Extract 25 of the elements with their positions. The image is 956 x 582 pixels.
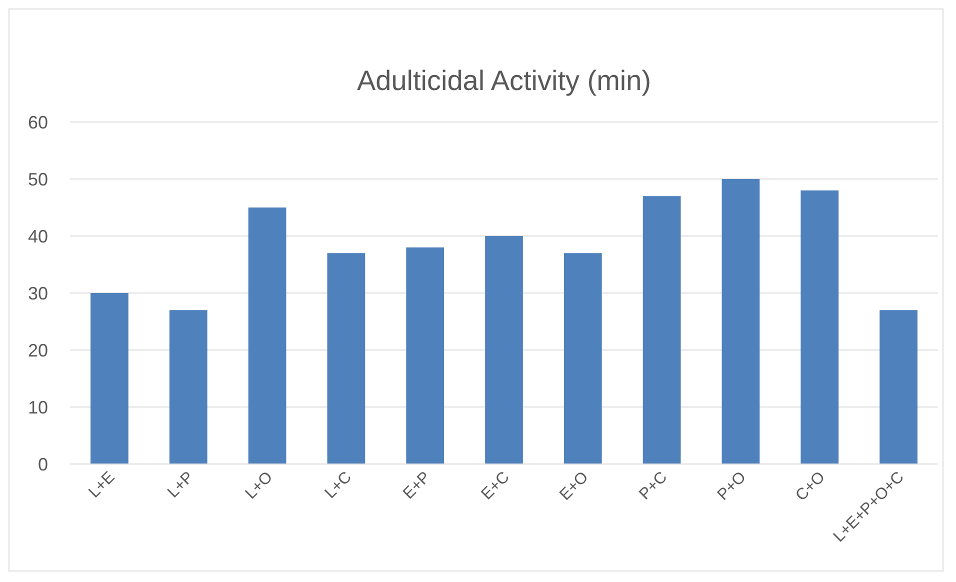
x-tick-label: L+P [164,468,198,502]
bar [406,247,444,464]
bar [880,310,918,464]
x-tick-label: E+P [400,468,434,503]
x-tick-label: C+O [792,468,828,504]
bar [90,293,128,464]
y-tick-label: 30 [28,283,48,304]
bar [642,196,681,464]
bar [248,208,286,464]
x-tick-label: L+C [322,468,356,502]
chart-title: Adulticidal Activity (min) [356,65,652,96]
y-tick-label: 40 [28,226,48,246]
y-tick-label: 0 [38,454,48,474]
x-tick-label: L+E [86,468,118,502]
bar [722,179,760,464]
bar [564,253,602,464]
bar [800,190,839,464]
bar [327,253,366,464]
y-tick-label: 60 [28,112,48,132]
bar [485,236,523,464]
y-tick-label: 10 [28,397,48,418]
x-tick-label: L+O [242,468,276,503]
y-tick-label: 50 [28,169,48,190]
y-tick-label: 20 [28,340,48,360]
bar [169,310,208,464]
